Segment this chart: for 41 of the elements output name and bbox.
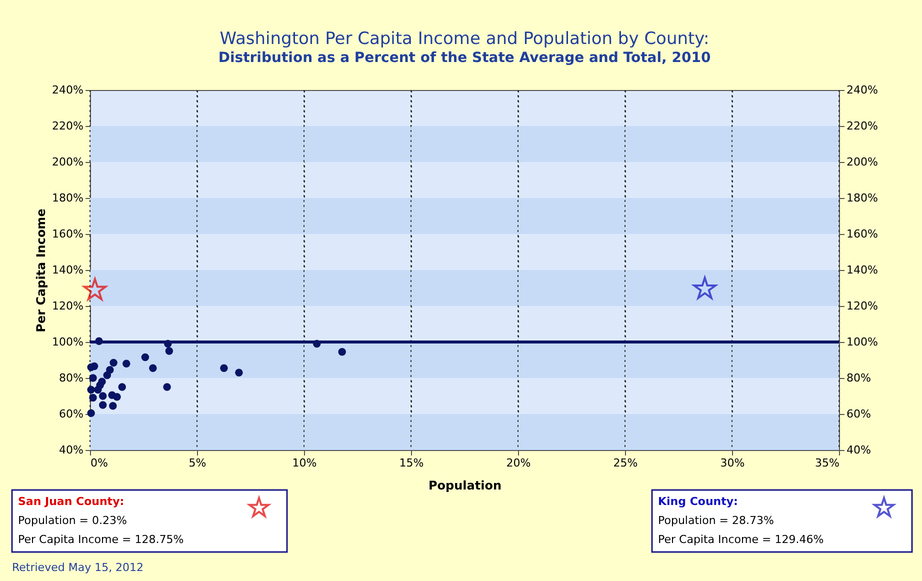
text: King County: [658, 495, 738, 508]
y-tick-label: 240% [52, 84, 84, 96]
y2-tick-label: 60% [846, 408, 871, 420]
text: San Juan County: [18, 495, 124, 508]
y2-tick-label: 80% [846, 372, 871, 384]
y2-tick-label: 200% [846, 156, 878, 168]
y-tick-label: 100% [52, 336, 84, 348]
y-tick-label: 220% [52, 120, 84, 132]
y-tick-label: 60% [59, 408, 84, 420]
x-tick-label: 5% [188, 456, 206, 470]
y2-tick-label: 160% [846, 228, 878, 240]
y-tick-label: 80% [59, 372, 84, 384]
y2-tick-label: 240% [846, 84, 878, 96]
text: Per Capita Income = 129.46% [658, 533, 824, 546]
y2-tick-label: 40% [846, 444, 871, 456]
text: Population = 0.23% [18, 514, 127, 527]
y-tick-label: 180% [52, 192, 84, 204]
chart-subtitle: Distribution as a Percent of the State Average and Total, 2010 [218, 50, 711, 66]
y2-tick-label: 220% [846, 120, 878, 132]
y2-tick-label: 120% [846, 300, 878, 312]
y-axis-title: Per Capita Income [34, 208, 48, 332]
y2-tick-label: 140% [846, 264, 878, 276]
x-tick-label: 30% [720, 456, 745, 470]
chart-title: Washington Per Capita Income and Population by County: [220, 29, 710, 49]
text: Population = 28.73% [658, 514, 774, 527]
y-tick-label: 200% [52, 156, 84, 168]
y-tick-label: 40% [59, 444, 84, 456]
x-axis-title: Population [428, 478, 502, 492]
x-tick-label: 20% [506, 456, 531, 470]
y2-tick-label: 180% [846, 192, 878, 204]
y2-tick-label: 100% [846, 336, 878, 348]
y-tick-label: 120% [52, 300, 84, 312]
x-tick-label: 0% [90, 456, 108, 470]
x-tick-label: 25% [613, 456, 638, 470]
text: Retrieved May 15, 2012 [12, 561, 144, 574]
x-tick-label: 15% [399, 456, 424, 470]
x-tick-label: 35% [815, 456, 840, 470]
text: Per Capita Income = 128.75% [18, 533, 184, 546]
x-tick-label: 10% [292, 456, 317, 470]
y-tick-label: 160% [52, 228, 84, 240]
y-tick-label: 140% [52, 264, 84, 276]
